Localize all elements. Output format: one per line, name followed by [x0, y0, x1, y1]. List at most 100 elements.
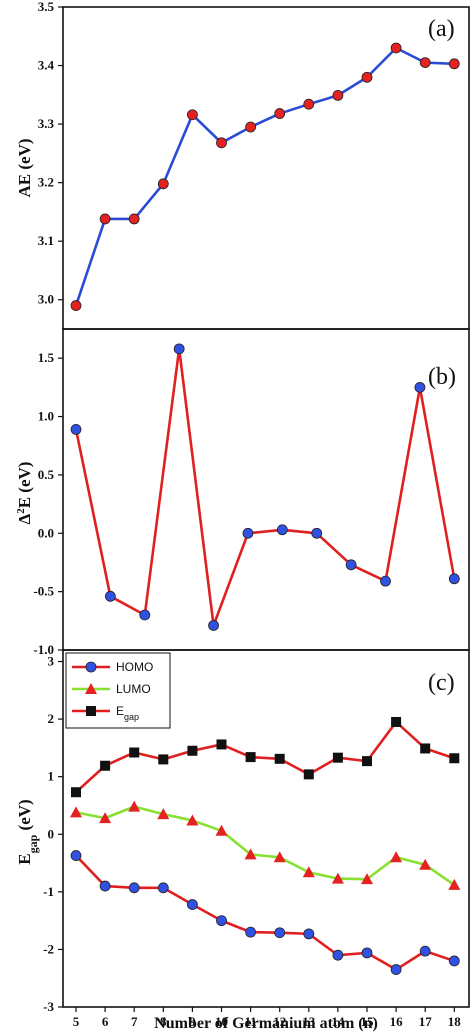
data-point [99, 213, 111, 225]
data-point [273, 851, 286, 863]
x-tick-label: 15 [361, 1014, 375, 1029]
data-point [361, 873, 373, 885]
data-point [311, 527, 323, 539]
data-point [70, 806, 82, 818]
y-tick-label: -1.0 [33, 642, 54, 657]
data-point [245, 752, 256, 763]
data-point [129, 747, 140, 758]
data-point [71, 787, 81, 798]
panel-c-label: (c) [428, 670, 455, 696]
y-tick-label: 3 [48, 654, 55, 669]
data-point [128, 800, 141, 812]
y-tick-label: 3.2 [38, 175, 54, 190]
legend-box [65, 652, 171, 729]
data-point [419, 858, 432, 870]
data-point [158, 754, 169, 765]
data-point [332, 90, 344, 101]
panel-b-label: (b) [428, 364, 456, 390]
y-tick-label: -0.5 [33, 584, 54, 599]
data-point [419, 57, 431, 69]
panel-a-label: (a) [428, 16, 455, 42]
series-line [75, 805, 456, 886]
data-point [139, 609, 151, 621]
x-tick-label: 5 [73, 1014, 80, 1029]
data-point [420, 743, 431, 754]
data-point [302, 866, 315, 878]
data-point [448, 573, 460, 585]
data-point [70, 850, 82, 861]
data-point [215, 824, 228, 836]
legend-marker [85, 683, 97, 694]
y-tick-label: 3.0 [38, 292, 54, 307]
x-tick-label: 8 [160, 1014, 167, 1029]
data-point [100, 760, 111, 771]
panel-b-ylabel: Δ2E (eV) [15, 462, 34, 525]
data-point [216, 137, 227, 149]
data-point [186, 109, 198, 121]
x-tick-label: 16 [390, 1014, 404, 1029]
data-point [332, 752, 343, 763]
data-point [448, 955, 460, 967]
y-tick-label: 0 [48, 826, 55, 841]
data-point [208, 620, 219, 631]
legend-marker [85, 661, 97, 673]
data-point [245, 121, 257, 133]
y-tick-label: -1 [43, 884, 54, 899]
y-tick-label: 1.5 [38, 350, 55, 365]
data-point [276, 524, 288, 536]
y-tick-label: 3.3 [38, 116, 55, 131]
data-point [345, 559, 357, 571]
data-point [186, 814, 199, 826]
x-tick-label: 14 [331, 1014, 345, 1029]
x-tick-label: 7 [131, 1014, 138, 1029]
panel-b-frame [62, 328, 470, 651]
x-tick-label: 12 [273, 1014, 286, 1029]
legend-label: HOMO [116, 660, 153, 674]
legend-label: LUMO [116, 682, 151, 696]
data-point [99, 812, 112, 824]
panel-a: (a) AE (eV) 3.0 3.1 3.2 3.3 3.4 3.5 [15, 0, 470, 330]
data-point [157, 808, 170, 820]
data-point [245, 926, 257, 938]
panel-b: (b) Δ2E (eV) -1.0 -0.5 0.0 0.5 1.0 1.5 [15, 328, 470, 657]
y-tick-label: -2 [43, 941, 54, 956]
data-point [157, 178, 169, 190]
data-point [173, 343, 185, 355]
x-axis-label: Number of Germanium atom (n) [154, 1015, 378, 1032]
data-point [242, 527, 254, 539]
y-tick-label: -3 [43, 999, 54, 1014]
data-point [303, 98, 315, 110]
y-tick-label: 0.0 [38, 525, 54, 540]
data-point [361, 71, 373, 83]
data-point [274, 108, 286, 119]
data-point [331, 872, 344, 884]
data-point [414, 381, 426, 393]
y-tick-label: 2 [48, 711, 55, 726]
data-point [390, 42, 402, 54]
panel-c: (c) Egap (eV) Number of Germanium atom (… [15, 649, 470, 1032]
y-tick-label: 1.0 [38, 409, 54, 424]
data-point [157, 882, 169, 894]
data-point [128, 882, 140, 894]
series-line [74, 347, 456, 627]
data-point [70, 300, 82, 311]
series-line [74, 46, 455, 306]
y-tick-label: 3.4 [38, 58, 55, 73]
x-tick-label: 18 [448, 1014, 462, 1029]
data-point [274, 753, 285, 764]
panel-c-frame [62, 649, 470, 1008]
data-point [244, 848, 257, 860]
data-point [332, 949, 344, 961]
data-point [390, 964, 402, 975]
data-point [186, 899, 198, 910]
series-line [75, 854, 455, 971]
x-tick-label: 6 [102, 1014, 109, 1029]
data-point [448, 878, 461, 890]
x-tick-label: 9 [189, 1014, 196, 1029]
data-point [128, 213, 140, 225]
data-point [380, 575, 391, 587]
data-point [362, 756, 372, 767]
panel-c-ylabel: Egap (eV) [15, 799, 40, 864]
data-point [99, 880, 111, 892]
x-tick-label: 10 [215, 1014, 228, 1029]
